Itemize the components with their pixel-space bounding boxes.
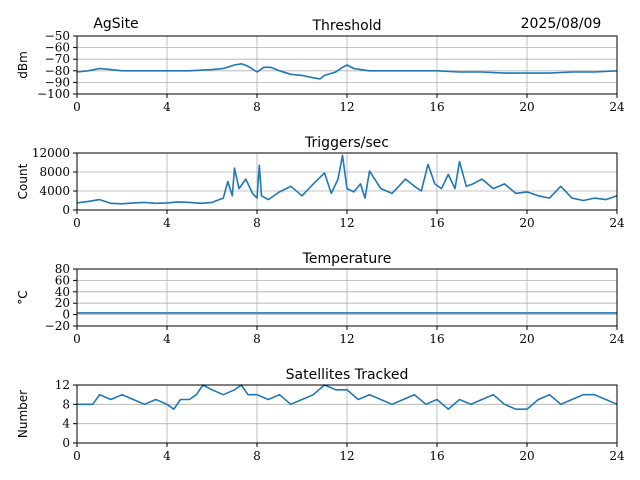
series-line bbox=[76, 62, 618, 80]
x-tick-label: 12 bbox=[339, 216, 354, 230]
x-tick-label: 0 bbox=[73, 449, 81, 463]
x-tick-label: 16 bbox=[429, 332, 444, 346]
y-axis-label: Number bbox=[16, 390, 30, 438]
x-tick-label: 24 bbox=[609, 216, 625, 230]
y-tick-label: 60 bbox=[55, 273, 70, 287]
y-tick-label: 40 bbox=[55, 285, 70, 299]
x-tick-label: 20 bbox=[519, 100, 534, 114]
y-tick-label: −60 bbox=[45, 41, 70, 55]
x-tick-label: 4 bbox=[163, 216, 171, 230]
y-tick-label: −80 bbox=[45, 64, 70, 78]
y-tick-label: 8 bbox=[62, 397, 70, 411]
x-tick-label: 24 bbox=[609, 332, 625, 346]
site-label: AgSite bbox=[93, 16, 138, 32]
panel-1: 0 4 8 12 16 20 24 0 4000 8000 12000 Triggers/sec Cou… bbox=[16, 135, 625, 230]
x-tick-label: 12 bbox=[339, 332, 354, 346]
series-line bbox=[77, 384, 618, 411]
y-tick-label: 0 bbox=[62, 203, 70, 217]
x-tick-label: 20 bbox=[519, 332, 534, 346]
y-tick-label: 4 bbox=[62, 417, 70, 431]
x-tick-label: 20 bbox=[519, 449, 534, 463]
y-tick-label: −70 bbox=[45, 52, 70, 66]
y-tick-label: 8000 bbox=[39, 165, 70, 179]
x-tick-label: 4 bbox=[163, 332, 171, 346]
y-tick-label: 0 bbox=[62, 308, 70, 322]
x-tick-label: 8 bbox=[253, 100, 261, 114]
x-tick-label: 12 bbox=[339, 449, 354, 463]
y-tick-label: −20 bbox=[45, 319, 70, 333]
x-tick-label: 0 bbox=[73, 332, 81, 346]
x-tick-label: 8 bbox=[253, 332, 261, 346]
y-tick-label: 80 bbox=[55, 262, 70, 276]
chart-title: Satellites Tracked bbox=[286, 367, 409, 383]
y-tick-label: 12 bbox=[55, 378, 70, 392]
y-tick-label: −90 bbox=[45, 75, 70, 89]
y-tick-label: 12000 bbox=[32, 146, 70, 160]
x-tick-label: 16 bbox=[429, 100, 444, 114]
x-tick-label: 8 bbox=[253, 216, 261, 230]
x-tick-label: 4 bbox=[163, 449, 171, 463]
x-tick-label: 8 bbox=[253, 449, 261, 463]
chart-title: Threshold bbox=[312, 18, 382, 34]
x-tick-label: 12 bbox=[339, 100, 354, 114]
y-tick-label: 4000 bbox=[39, 184, 70, 198]
y-axis-label: Count bbox=[16, 163, 30, 199]
x-tick-label: 0 bbox=[73, 216, 81, 230]
x-tick-label: 0 bbox=[73, 100, 81, 114]
x-tick-label: 24 bbox=[609, 449, 625, 463]
panel-3: 0 4 8 12 16 20 24 0 4 8 12 Satellites Tracked Number bbox=[16, 367, 625, 463]
x-tick-label: 20 bbox=[519, 216, 534, 230]
x-tick-label: 16 bbox=[429, 216, 444, 230]
y-tick-label: 0 bbox=[62, 436, 70, 450]
y-tick-label: −100 bbox=[37, 87, 70, 101]
y-axis-label: °C bbox=[16, 290, 30, 304]
y-tick-label: 20 bbox=[55, 296, 70, 310]
y-tick-label: −50 bbox=[45, 29, 70, 43]
x-tick-label: 16 bbox=[429, 449, 444, 463]
x-tick-label: 4 bbox=[163, 100, 171, 114]
chart-title: Temperature bbox=[302, 251, 392, 267]
x-tick-label: 24 bbox=[609, 100, 625, 114]
date-label: 2025/08/09 bbox=[521, 16, 602, 32]
panel-0: 0 4 8 12 16 20 24 −100−90−80−70−60−50 Threshold d… bbox=[16, 18, 625, 114]
y-axis-label: dBm bbox=[16, 51, 30, 79]
series-line bbox=[76, 154, 618, 205]
chart-title: Triggers/sec bbox=[304, 135, 389, 151]
